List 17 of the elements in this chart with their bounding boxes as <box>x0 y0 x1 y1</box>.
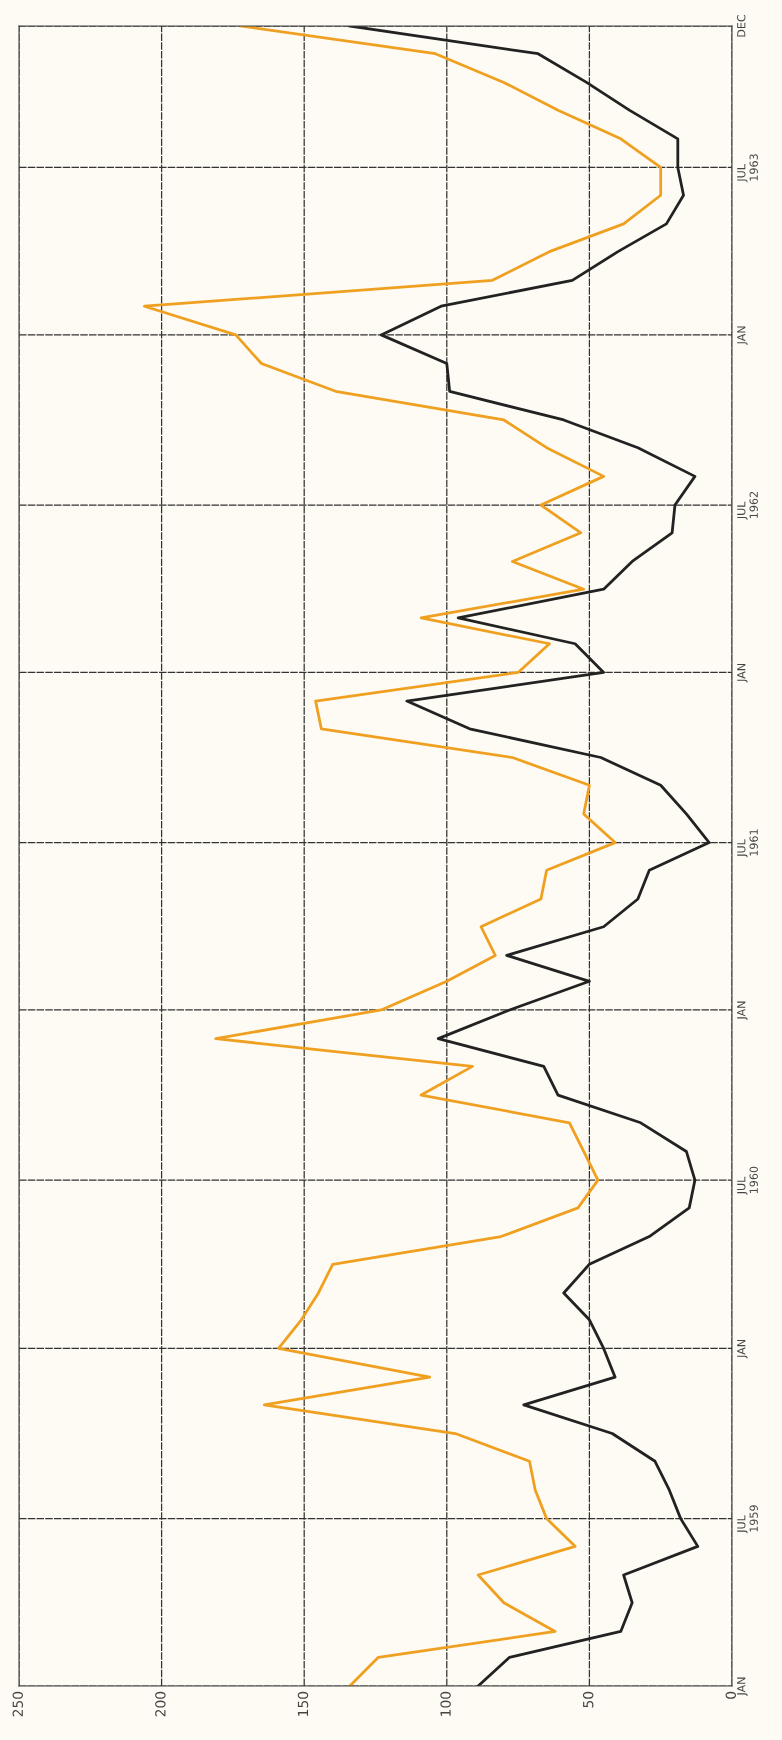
x-tick-label: 200 <box>155 1691 166 1717</box>
x-tick-label: 150 <box>297 1691 309 1716</box>
y-tick-label: JAN <box>737 1340 748 1359</box>
y-tick-label: JAN <box>737 326 748 345</box>
y-tick-label: DEC <box>737 14 746 37</box>
y-tick-label: JAN <box>737 664 748 683</box>
y-tick-label: JUL 1963 <box>737 154 758 183</box>
x-tick-label: 50 <box>582 1691 594 1708</box>
y-tick-label: JUL 1961 <box>737 829 758 858</box>
x-tick-label: 0 <box>725 1691 737 1699</box>
y-tick-label: JUL 1959 <box>737 1505 758 1534</box>
y-tick-label: JUL 1960 <box>737 1166 758 1195</box>
y-tick-label: JAN <box>737 1677 748 1697</box>
x-tick-label: 100 <box>440 1691 451 1716</box>
y-tick-label: JUL 1962 <box>737 492 758 520</box>
y-tick-label: JAN <box>737 1001 748 1021</box>
x-tick-label: 250 <box>12 1691 24 1717</box>
